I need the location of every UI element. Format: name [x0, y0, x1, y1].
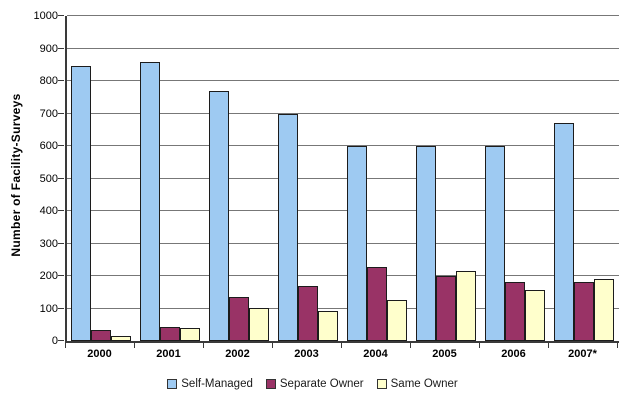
gridline	[67, 275, 619, 276]
legend-item: Same Owner	[376, 378, 458, 390]
bar-self-managed	[346, 146, 367, 341]
bar-separate-owner	[504, 282, 525, 341]
x-axis-tick-mark	[65, 343, 66, 348]
y-axis-tick-label: 600	[39, 140, 58, 152]
gridline	[67, 210, 619, 211]
legend-item: Self-Managed	[167, 378, 253, 390]
y-axis-tick-label: 1000	[33, 10, 58, 22]
bar-same-owner	[455, 270, 476, 341]
x-axis-label: 2007*	[568, 348, 597, 360]
gridline	[67, 15, 619, 16]
bar-separate-owner	[90, 330, 111, 341]
bar-same-owner	[317, 311, 338, 341]
gridline	[67, 242, 619, 244]
y-axis-tick-label: 400	[39, 205, 58, 217]
x-axis-tick-mark	[479, 343, 480, 348]
bar-separate-owner	[159, 326, 180, 341]
bar-self-managed	[553, 123, 574, 341]
legend-swatch	[167, 379, 178, 389]
gridline	[67, 47, 619, 49]
bar-separate-owner	[573, 281, 594, 341]
y-axis-tick-mark	[58, 145, 64, 146]
y-axis-tick-mark	[58, 112, 64, 114]
legend: Self-Managed Separate Owner Same Owner	[0, 378, 625, 390]
legend-label: Separate Owner	[279, 378, 364, 390]
y-axis-tick-mark	[58, 275, 64, 276]
bar-self-managed	[139, 62, 160, 341]
y-axis-tick-mark	[58, 307, 64, 309]
y-axis-tick-label: 0	[51, 335, 58, 347]
legend-swatch	[376, 379, 387, 389]
x-axis-tick-mark	[410, 343, 411, 348]
y-axis-tick-mark	[58, 210, 64, 211]
gridline	[67, 80, 619, 81]
bar-self-managed	[208, 90, 229, 341]
x-axis-label: 2000	[87, 348, 112, 360]
x-axis-tick-mark	[341, 343, 342, 348]
y-axis-tick-mark	[58, 47, 64, 49]
bar-same-owner	[248, 307, 269, 341]
legend-label: Same Owner	[390, 378, 458, 390]
plot-area	[65, 15, 619, 343]
bar-same-owner	[179, 328, 200, 341]
gridline	[67, 177, 619, 179]
bar-self-managed	[70, 66, 91, 341]
y-axis-tick-mark	[58, 80, 64, 81]
bar-same-owner	[110, 336, 131, 341]
y-axis-tick-label: 300	[39, 237, 58, 250]
x-axis-tick-mark	[617, 343, 618, 348]
bar-separate-owner	[435, 276, 456, 341]
y-axis-tick-label: 500	[39, 172, 58, 185]
y-axis-tick-label: 800	[39, 75, 58, 87]
y-axis-tick-mark	[58, 242, 64, 244]
bar-same-owner	[386, 299, 407, 341]
y-axis-tick-label: 100	[39, 302, 58, 315]
gridline	[67, 307, 619, 309]
x-axis-label: 2001	[156, 348, 181, 360]
x-axis-tick-mark	[134, 343, 135, 348]
y-axis-tick-mark	[58, 177, 64, 179]
y-axis-tick-label: 900	[39, 42, 58, 55]
y-axis-tick-label: 700	[39, 107, 58, 120]
x-axis-label: 2003	[294, 348, 319, 360]
x-axis-tick-mark	[272, 343, 273, 348]
bar-same-owner	[524, 289, 545, 341]
bar-separate-owner	[366, 266, 387, 341]
legend-item: Separate Owner	[265, 378, 364, 390]
legend-label: Self-Managed	[181, 378, 253, 390]
x-axis-label: 2005	[432, 348, 457, 360]
gridline	[67, 145, 619, 146]
x-axis-label: 2006	[501, 348, 526, 360]
bar-same-owner	[593, 278, 614, 341]
y-axis-tick-mark	[58, 340, 64, 341]
legend-swatch	[265, 379, 276, 389]
bar-separate-owner	[228, 297, 249, 341]
gridline	[67, 112, 619, 114]
bar-self-managed	[484, 146, 505, 341]
x-axis-tick-mark	[548, 343, 549, 348]
y-axis-tick-label: 200	[39, 270, 58, 282]
bar-self-managed	[415, 146, 436, 341]
bar-self-managed	[277, 113, 298, 341]
x-axis-tick-mark	[203, 343, 204, 348]
x-axis-label: 2004	[363, 348, 388, 360]
bar-separate-owner	[297, 285, 318, 341]
x-axis-label: 2002	[225, 348, 250, 360]
y-axis-tick-mark	[58, 15, 64, 16]
